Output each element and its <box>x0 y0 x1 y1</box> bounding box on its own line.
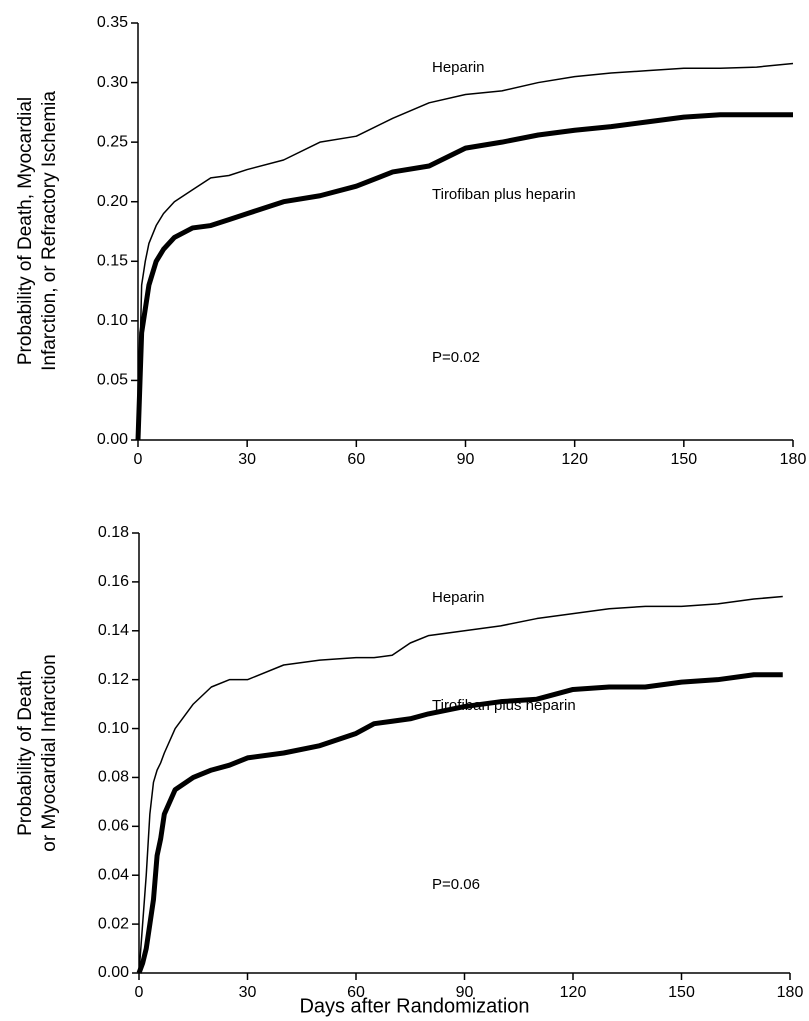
y-tick-label: 0.00 <box>97 431 128 448</box>
y-tick-label: 0.08 <box>98 769 129 786</box>
x-tick-label: 150 <box>668 984 695 1001</box>
y-axis-label: Probability of Death, Myocardial <box>15 97 36 365</box>
y-tick-label: 0.12 <box>98 671 129 688</box>
y-axis-label: Probability of Death <box>15 670 36 836</box>
series-line <box>136 672 783 974</box>
annotation: P=0.02 <box>432 349 480 366</box>
x-tick-label: 60 <box>347 451 365 468</box>
y-tick-label: 0.05 <box>97 372 128 389</box>
x-tick-label: 150 <box>670 451 697 468</box>
y-tick-label: 0.25 <box>97 133 128 150</box>
x-axis-label: Days after Randomization <box>299 995 529 1017</box>
series-line <box>137 62 794 441</box>
series-line <box>135 112 793 441</box>
x-tick-label: 180 <box>780 451 807 468</box>
y-tick-label: 0.00 <box>98 964 129 981</box>
x-tick-label: 90 <box>457 451 475 468</box>
y-tick-label: 0.35 <box>97 14 128 31</box>
x-tick-label: 120 <box>560 984 587 1001</box>
x-tick-label: 60 <box>347 984 365 1001</box>
y-axis-label: Infarction, or Refractory Ischemia <box>39 91 60 371</box>
y-tick-label: 0.14 <box>98 622 129 639</box>
annotation: P=0.06 <box>432 876 480 893</box>
y-tick-label: 0.10 <box>98 720 129 737</box>
y-tick-label: 0.04 <box>98 866 129 883</box>
x-tick-label: 30 <box>238 451 256 468</box>
annotation: Tirofiban plus heparin <box>432 697 576 714</box>
x-tick-label: 0 <box>134 451 143 468</box>
annotation: Heparin <box>432 59 485 76</box>
x-tick-label: 120 <box>561 451 588 468</box>
y-tick-label: 0.02 <box>98 915 129 932</box>
y-tick-label: 0.15 <box>97 253 128 270</box>
y-tick-label: 0.20 <box>97 193 128 210</box>
x-tick-label: 0 <box>135 984 144 1001</box>
x-tick-label: 90 <box>456 984 474 1001</box>
y-tick-label: 0.06 <box>98 818 129 835</box>
y-tick-label: 0.18 <box>98 524 129 541</box>
x-tick-label: 180 <box>777 984 804 1001</box>
annotation: Tirofiban plus heparin <box>432 186 576 203</box>
annotation: Heparin <box>432 589 485 606</box>
x-tick-label: 30 <box>239 984 257 1001</box>
y-tick-label: 0.10 <box>97 312 128 329</box>
series-line <box>138 595 783 974</box>
y-axis-label: or Myocardial Infarction <box>39 654 60 851</box>
y-tick-label: 0.16 <box>98 573 129 590</box>
y-tick-label: 0.30 <box>97 74 128 91</box>
